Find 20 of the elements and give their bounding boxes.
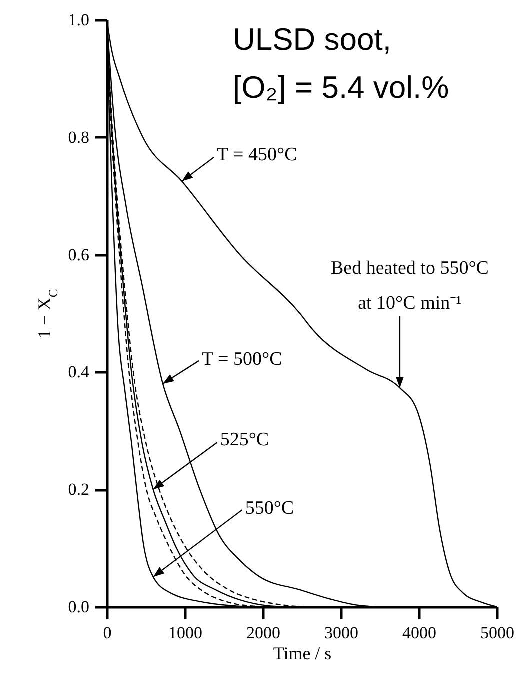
y-tick-label: 0.0 — [68, 598, 90, 616]
y-tick-label: 0.2 — [68, 480, 90, 500]
annotation: 550°C — [245, 498, 294, 520]
y-tick-label: 0.8 — [68, 128, 90, 147]
x-tick-label: 3000 — [324, 624, 358, 642]
x-tick-label: 5000 — [480, 624, 514, 642]
y-tick-label: 1.0 — [68, 10, 90, 30]
annotation: T = 450°C — [217, 144, 298, 166]
x-tick-label: 1000 — [168, 624, 202, 642]
annotation: [O₂] = 5.4 vol.% — [233, 70, 450, 105]
x-tick-label: 0 — [103, 624, 112, 642]
x-tick-label: 4000 — [402, 624, 436, 642]
annotation: ULSD soot, — [233, 22, 392, 57]
x-tick-label: 2000 — [246, 624, 280, 642]
y-tick-label: 0.6 — [68, 245, 90, 264]
annotation: T = 500°C — [202, 348, 282, 370]
annotation: Bed heated to 550°C at 10°C min⁻¹ — [330, 258, 489, 314]
x-axis-title: Time / s — [273, 644, 332, 664]
y-tick-label: 0.4 — [68, 362, 90, 382]
annotation: 525°C — [220, 430, 270, 451]
